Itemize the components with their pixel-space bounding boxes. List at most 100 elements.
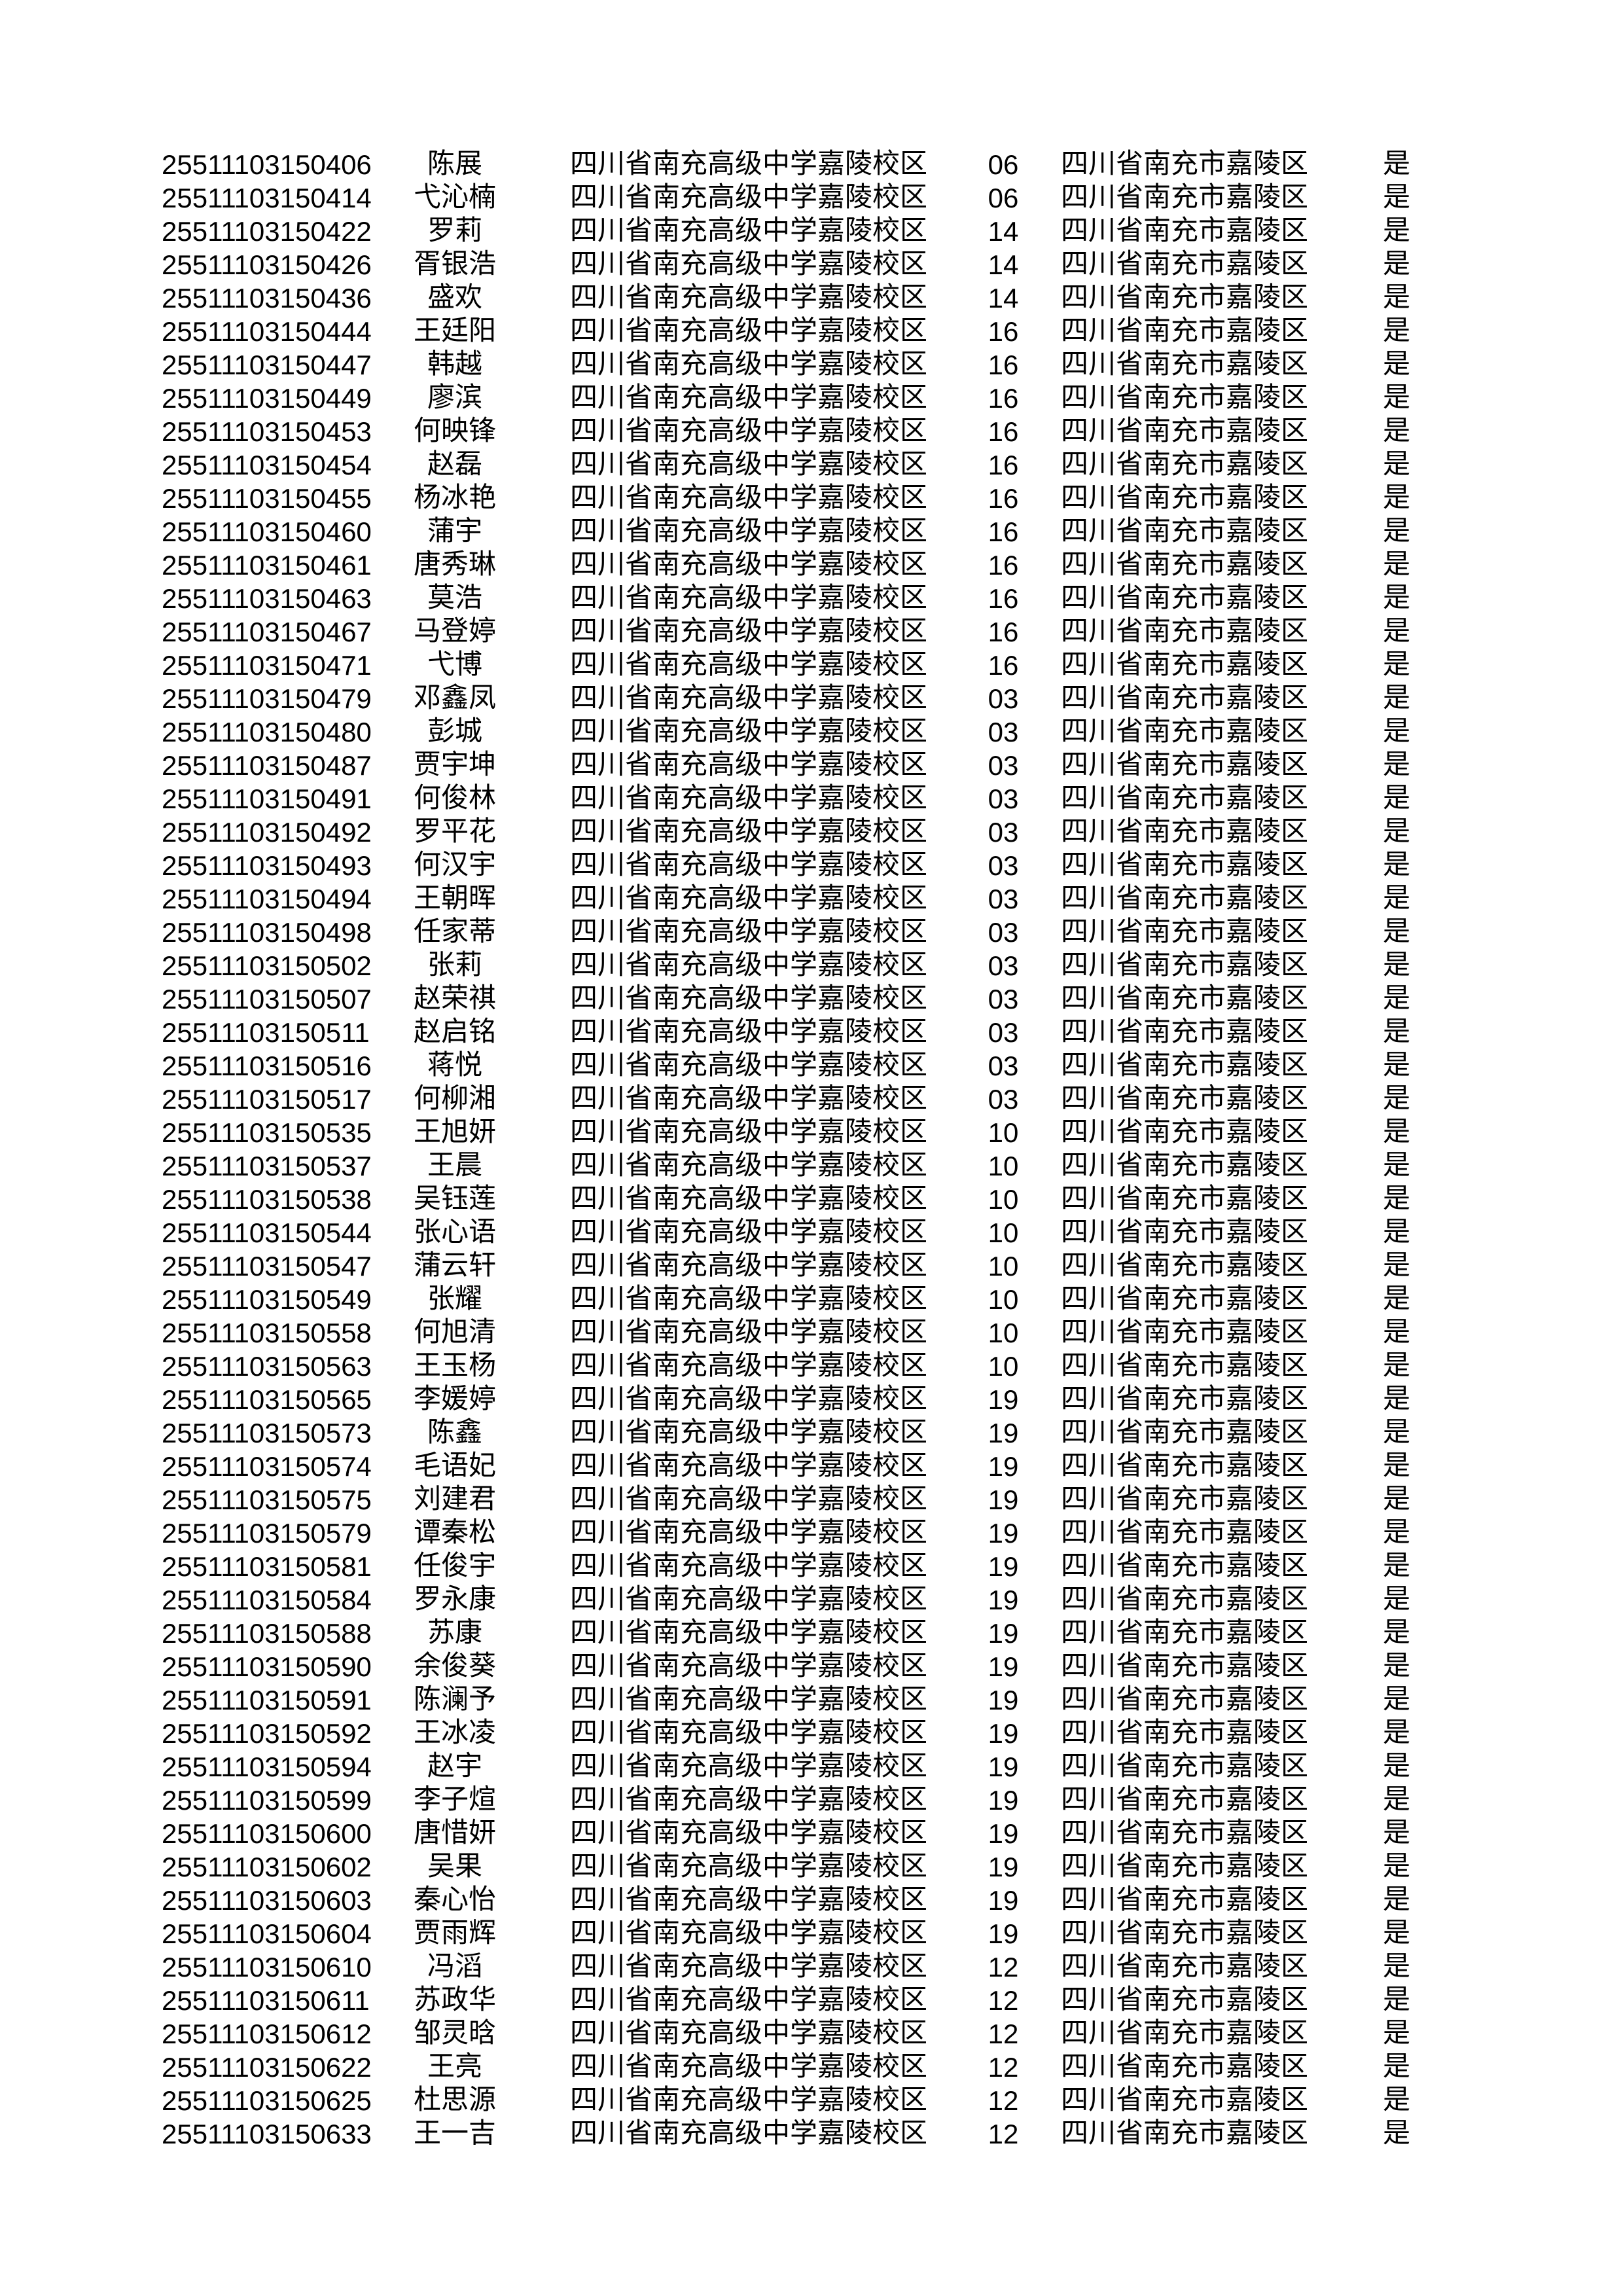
confirm-flag: 是 [1382, 783, 1410, 814]
student-name: 王旭妍 [413, 1117, 496, 1147]
table-row: 25511103150480 彭城 四川省南充高级中学嘉陵校区 03 四川省南充… [0, 715, 1623, 749]
confirm-flag: 是 [1382, 1852, 1410, 1882]
class-number: 12 [988, 2085, 1019, 2116]
confirm-flag: 是 [1382, 1318, 1410, 1348]
student-name: 罗永康 [413, 1585, 496, 1615]
district-name: 四川省南充市嘉陵区 [1061, 1484, 1309, 1515]
confirm-flag: 是 [1382, 2119, 1410, 2149]
table-row: 25511103150535 王旭妍 四川省南充高级中学嘉陵校区 10 四川省南… [0, 1116, 1623, 1149]
confirm-flag: 是 [1382, 1551, 1410, 1581]
school-name: 四川省南充高级中学嘉陵校区 [570, 1918, 928, 1948]
exam-id: 25511103150565 [162, 1384, 372, 1415]
table-row: 25511103150565 李媛婷 四川省南充高级中学嘉陵校区 19 四川省南… [0, 1383, 1623, 1416]
exam-id: 25511103150453 [162, 416, 372, 447]
table-row: 25511103150588 苏康 四川省南充高级中学嘉陵校区 19 四川省南充… [0, 1617, 1623, 1650]
district-name: 四川省南充市嘉陵区 [1061, 817, 1309, 847]
table-row: 25511103150622 王亮 四川省南充高级中学嘉陵校区 12 四川省南充… [0, 2051, 1623, 2084]
confirm-flag: 是 [1382, 350, 1410, 380]
exam-id: 25511103150599 [162, 1785, 372, 1816]
student-name: 唐秀琳 [413, 550, 496, 580]
exam-id: 25511103150535 [162, 1117, 372, 1148]
student-name: 盛欢 [427, 283, 482, 313]
class-number: 16 [988, 516, 1019, 547]
class-number: 14 [988, 249, 1019, 280]
school-name: 四川省南充高级中学嘉陵校区 [570, 884, 928, 914]
school-name: 四川省南充高级中学嘉陵校区 [570, 416, 928, 446]
school-name: 四川省南充高级中学嘉陵校区 [570, 183, 928, 213]
exam-id: 25511103150579 [162, 1518, 372, 1549]
student-name: 何柳湘 [413, 1084, 496, 1114]
confirm-flag: 是 [1382, 1651, 1410, 1681]
table-row: 25511103150610 冯滔 四川省南充高级中学嘉陵校区 12 四川省南充… [0, 1950, 1623, 1984]
table-row: 25511103150463 莫浩 四川省南充高级中学嘉陵校区 16 四川省南充… [0, 582, 1623, 615]
student-name: 唐惜妍 [413, 1818, 496, 1848]
table-row: 25511103150575 刘建君 四川省南充高级中学嘉陵校区 19 四川省南… [0, 1483, 1623, 1516]
class-number: 12 [988, 2018, 1019, 2049]
table-row: 25511103150444 王廷阳 四川省南充高级中学嘉陵校区 16 四川省南… [0, 315, 1623, 348]
exam-id: 25511103150461 [162, 550, 372, 581]
student-name: 李子煊 [413, 1785, 496, 1815]
district-name: 四川省南充市嘉陵区 [1061, 1751, 1309, 1782]
table-row: 25511103150507 赵荣祺 四川省南充高级中学嘉陵校区 03 四川省南… [0, 982, 1623, 1016]
class-number: 14 [988, 216, 1019, 247]
school-name: 四川省南充高级中学嘉陵校区 [570, 750, 928, 780]
confirm-flag: 是 [1382, 1050, 1410, 1081]
table-row: 25511103150406 陈展 四川省南充高级中学嘉陵校区 06 四川省南充… [0, 148, 1623, 181]
student-name: 吴钰莲 [413, 1184, 496, 1214]
confirm-flag: 是 [1382, 1618, 1410, 1648]
class-number: 10 [988, 1251, 1019, 1282]
student-name: 彭城 [427, 717, 482, 747]
exam-id: 25511103150406 [162, 149, 372, 180]
school-name: 四川省南充高级中学嘉陵校区 [570, 917, 928, 947]
district-name: 四川省南充市嘉陵区 [1061, 1852, 1309, 1882]
table-row: 25511103150538 吴钰莲 四川省南充高级中学嘉陵校区 10 四川省南… [0, 1183, 1623, 1216]
table-row: 25511103150590 余俊葵 四川省南充高级中学嘉陵校区 19 四川省南… [0, 1650, 1623, 1683]
table-row: 25511103150633 王一吉 四川省南充高级中学嘉陵校区 12 四川省南… [0, 2117, 1623, 2151]
district-name: 四川省南充市嘉陵区 [1061, 717, 1309, 747]
class-number: 19 [988, 1484, 1019, 1515]
exam-id: 25511103150480 [162, 717, 372, 747]
class-number: 03 [988, 717, 1019, 747]
table-row: 25511103150426 胥银浩 四川省南充高级中学嘉陵校区 14 四川省南… [0, 248, 1623, 281]
district-name: 四川省南充市嘉陵区 [1061, 249, 1309, 279]
district-name: 四川省南充市嘉陵区 [1061, 2052, 1309, 2082]
exam-id: 25511103150622 [162, 2052, 372, 2083]
exam-id: 25511103150592 [162, 1718, 372, 1749]
student-name: 毛语妃 [413, 1451, 496, 1481]
table-row: 25511103150511 赵启铭 四川省南充高级中学嘉陵校区 03 四川省南… [0, 1016, 1623, 1049]
exam-id: 25511103150602 [162, 1852, 372, 1882]
confirm-flag: 是 [1382, 483, 1410, 513]
table-row: 25511103150492 罗平花 四川省南充高级中学嘉陵校区 03 四川省南… [0, 816, 1623, 849]
student-name: 王亮 [427, 2052, 482, 2082]
exam-id: 25511103150436 [162, 283, 372, 314]
class-number: 19 [988, 1785, 1019, 1816]
student-name: 王廷阳 [413, 316, 496, 346]
school-name: 四川省南充高级中学嘉陵校区 [570, 850, 928, 880]
district-name: 四川省南充市嘉陵区 [1061, 350, 1309, 380]
school-name: 四川省南充高级中学嘉陵校区 [570, 1418, 928, 1448]
exam-id: 25511103150491 [162, 783, 372, 814]
exam-id: 25511103150422 [162, 216, 372, 247]
class-number: 19 [988, 1451, 1019, 1482]
school-name: 四川省南充高级中学嘉陵校区 [570, 1451, 928, 1481]
school-name: 四川省南充高级中学嘉陵校区 [570, 1685, 928, 1715]
district-name: 四川省南充市嘉陵区 [1061, 1384, 1309, 1414]
exam-id: 25511103150538 [162, 1184, 372, 1215]
exam-id: 25511103150492 [162, 817, 372, 848]
exam-id: 25511103150516 [162, 1050, 372, 1081]
student-name: 陈鑫 [427, 1418, 482, 1448]
exam-id: 25511103150611 [162, 1985, 370, 2016]
district-name: 四川省南充市嘉陵区 [1061, 1885, 1309, 1915]
class-number: 03 [988, 750, 1019, 781]
student-name: 胥银浩 [413, 249, 496, 279]
district-name: 四川省南充市嘉陵区 [1061, 2085, 1309, 2115]
table-row: 25511103150591 陈澜予 四川省南充高级中学嘉陵校区 19 四川省南… [0, 1683, 1623, 1717]
confirm-flag: 是 [1382, 850, 1410, 880]
exam-id: 25511103150471 [162, 650, 372, 681]
confirm-flag: 是 [1382, 316, 1410, 346]
exam-id: 25511103150575 [162, 1484, 372, 1515]
confirm-flag: 是 [1382, 1017, 1410, 1047]
class-number: 19 [988, 1718, 1019, 1749]
district-name: 四川省南充市嘉陵区 [1061, 1985, 1309, 2015]
district-name: 四川省南充市嘉陵区 [1061, 450, 1309, 480]
